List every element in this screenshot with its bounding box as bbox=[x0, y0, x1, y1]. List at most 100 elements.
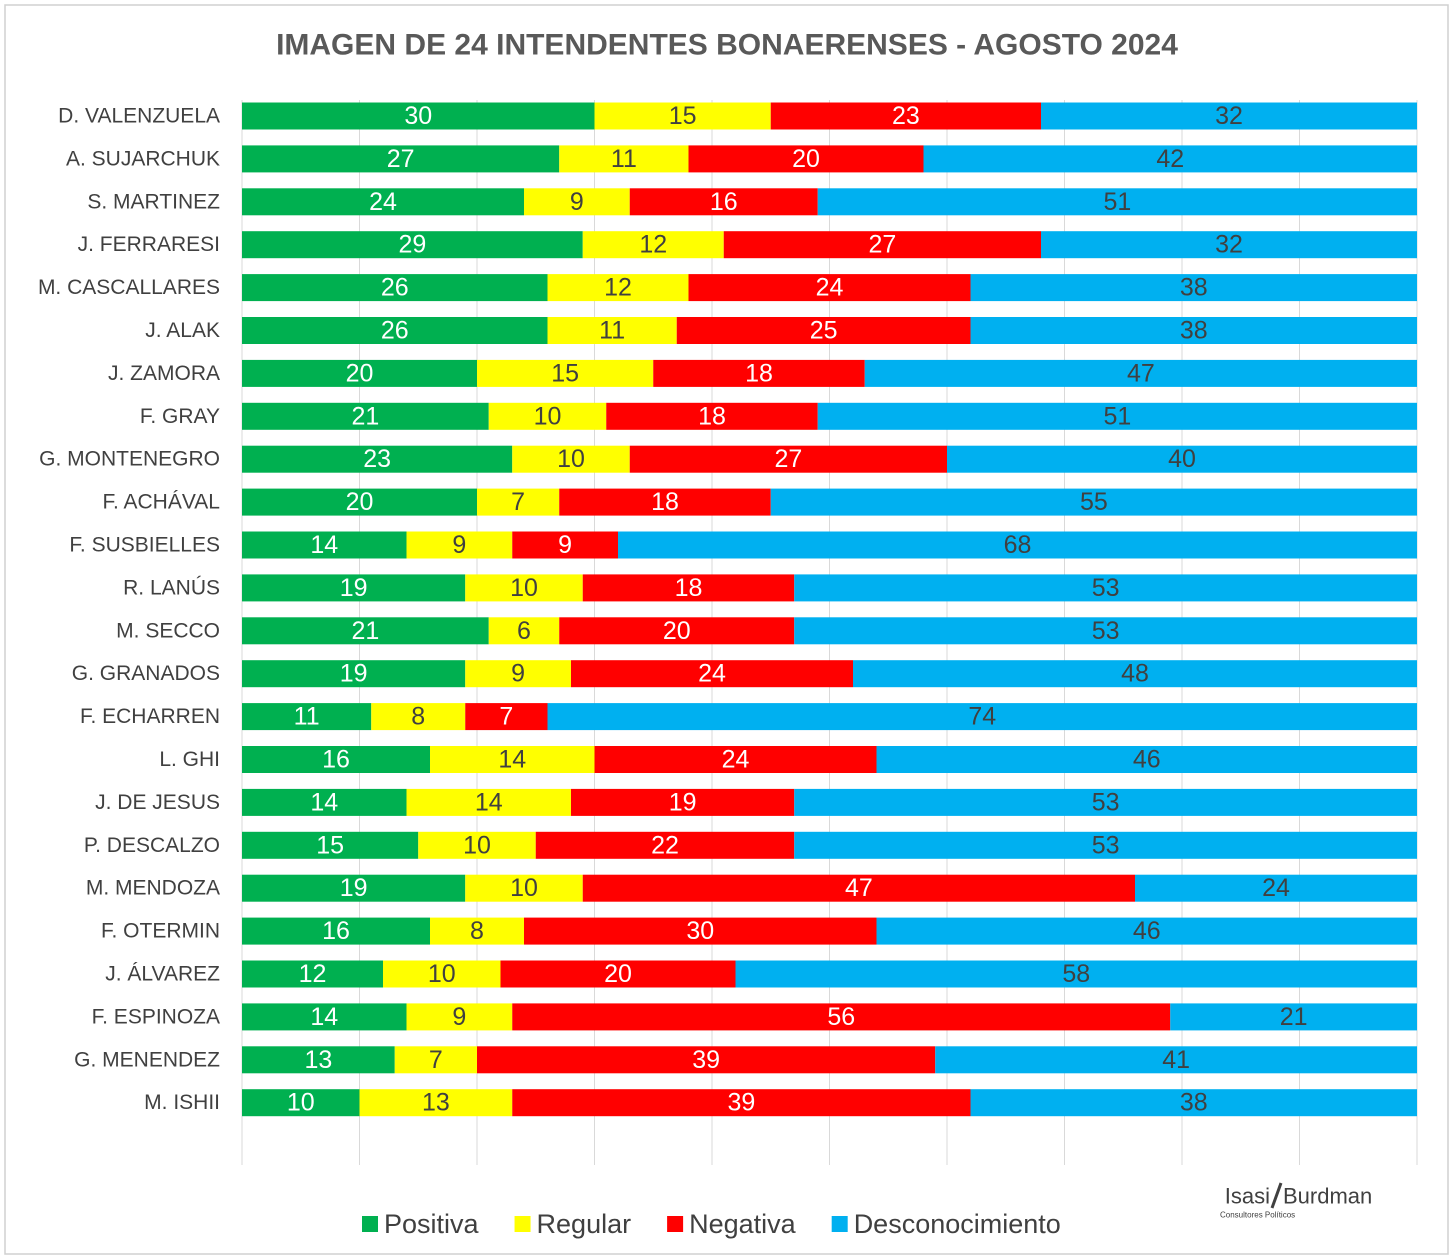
legend-label: Negativa bbox=[689, 1209, 797, 1239]
data-label: 27 bbox=[774, 445, 802, 473]
bar-segment bbox=[770, 102, 1041, 130]
y-tick-label: F. OTERMIN bbox=[101, 920, 220, 943]
data-label: 51 bbox=[1103, 188, 1131, 216]
data-label: 14 bbox=[310, 531, 338, 559]
data-label: 14 bbox=[310, 788, 338, 816]
data-label: 29 bbox=[398, 231, 426, 259]
bar-segment bbox=[524, 188, 630, 216]
legend-swatch bbox=[831, 1216, 848, 1232]
data-label: 41 bbox=[1162, 1046, 1190, 1074]
bar-segment bbox=[406, 788, 571, 816]
data-label: 10 bbox=[428, 960, 456, 988]
y-tick-label: P. DESCALZO bbox=[84, 834, 220, 857]
bar-segment bbox=[606, 402, 818, 430]
bar-segment bbox=[371, 703, 466, 731]
bar-segment bbox=[817, 188, 1417, 216]
data-label: 48 bbox=[1121, 660, 1149, 688]
data-label: 39 bbox=[692, 1046, 720, 1074]
data-label: 11 bbox=[599, 317, 625, 345]
data-label: 7 bbox=[511, 488, 525, 516]
y-tick-label: D. VALENZUELA bbox=[58, 105, 220, 128]
bar-segment bbox=[947, 445, 1417, 473]
data-label: 14 bbox=[310, 1003, 338, 1031]
y-tick-label: J. ZAMORA bbox=[108, 362, 220, 385]
y-tick-label: G. MONTENEGRO bbox=[39, 448, 220, 471]
y-tick-label: R. LANÚS bbox=[123, 576, 220, 599]
legend-label: Positiva bbox=[384, 1209, 480, 1239]
data-label: 19 bbox=[669, 788, 697, 816]
bar-segment bbox=[477, 359, 654, 387]
bar-segment bbox=[242, 960, 383, 988]
bar-segment bbox=[512, 1003, 1171, 1031]
data-label: 23 bbox=[363, 445, 391, 473]
bar-segment bbox=[594, 102, 771, 130]
bar-segment bbox=[770, 488, 1417, 516]
bar-segment bbox=[242, 1046, 395, 1074]
bar-segment bbox=[242, 188, 524, 216]
data-label: 18 bbox=[698, 402, 726, 430]
y-tick-label: J. ALAK bbox=[145, 319, 220, 342]
logo-sub: Consultores Políticos bbox=[1220, 1211, 1295, 1220]
data-label: 13 bbox=[422, 1089, 450, 1117]
data-label: 8 bbox=[411, 703, 425, 731]
data-label: 7 bbox=[499, 703, 513, 731]
data-label: 74 bbox=[968, 703, 996, 731]
chart-title: IMAGEN DE 24 INTENDENTES BONAERENSES - A… bbox=[276, 29, 1178, 62]
data-label: 19 bbox=[340, 574, 368, 602]
data-label: 26 bbox=[381, 274, 409, 302]
data-label: 24 bbox=[1262, 874, 1290, 902]
bar-segment bbox=[594, 746, 877, 773]
bar-segment bbox=[512, 531, 618, 559]
data-label: 18 bbox=[745, 359, 773, 387]
bar-segment bbox=[383, 960, 501, 988]
bar-segment bbox=[242, 874, 466, 902]
bar-segment bbox=[242, 102, 595, 130]
data-label: 18 bbox=[675, 574, 703, 602]
data-label: 20 bbox=[604, 960, 632, 988]
data-label: 24 bbox=[722, 746, 750, 774]
data-label: 39 bbox=[727, 1089, 755, 1117]
data-label: 12 bbox=[639, 231, 667, 259]
bar-segment bbox=[794, 788, 1417, 816]
bar-segment bbox=[242, 917, 430, 945]
bar-segment bbox=[559, 617, 795, 645]
data-label: 16 bbox=[322, 917, 350, 945]
data-label: 32 bbox=[1215, 102, 1243, 130]
y-tick-label: F. SUSBIELLES bbox=[69, 534, 220, 557]
bar-segment bbox=[582, 574, 795, 602]
data-label: 14 bbox=[498, 746, 526, 774]
bar-segment bbox=[629, 188, 818, 216]
bar-segment bbox=[242, 617, 489, 645]
data-label: 24 bbox=[698, 660, 726, 688]
data-label: 19 bbox=[340, 874, 368, 902]
data-label: 53 bbox=[1092, 831, 1120, 859]
data-label: 56 bbox=[827, 1003, 855, 1031]
bar-segment bbox=[629, 445, 947, 473]
bar-segment bbox=[559, 488, 771, 516]
logo-right: Burdman bbox=[1283, 1184, 1372, 1209]
bar-segment bbox=[242, 145, 560, 173]
bar-segment bbox=[547, 274, 689, 302]
bar-segment bbox=[430, 746, 595, 773]
y-tick-label: F. ACHÁVAL bbox=[103, 491, 221, 514]
bar-segment bbox=[242, 574, 466, 602]
data-label: 58 bbox=[1062, 960, 1090, 988]
data-label: 24 bbox=[816, 274, 844, 302]
bar-segment bbox=[676, 317, 971, 344]
bar-segment bbox=[1041, 102, 1417, 130]
data-label: 68 bbox=[1004, 531, 1032, 559]
data-label: 16 bbox=[322, 746, 350, 774]
y-tick-label: A. SUJARCHUK bbox=[66, 147, 220, 170]
data-label: 20 bbox=[792, 145, 820, 173]
bar-segment bbox=[477, 488, 560, 516]
data-label: 53 bbox=[1092, 617, 1120, 645]
logo-slash bbox=[1270, 1182, 1283, 1209]
data-label: 10 bbox=[510, 574, 538, 602]
legend-swatch bbox=[362, 1216, 378, 1232]
y-tick-label: M. CASCALLARES bbox=[38, 276, 220, 299]
bar-segment bbox=[430, 917, 524, 945]
bar-segment bbox=[394, 1046, 477, 1074]
bar-segment bbox=[242, 488, 477, 516]
data-label: 53 bbox=[1092, 788, 1120, 816]
y-tick-label: F. ECHARREN bbox=[80, 705, 220, 728]
